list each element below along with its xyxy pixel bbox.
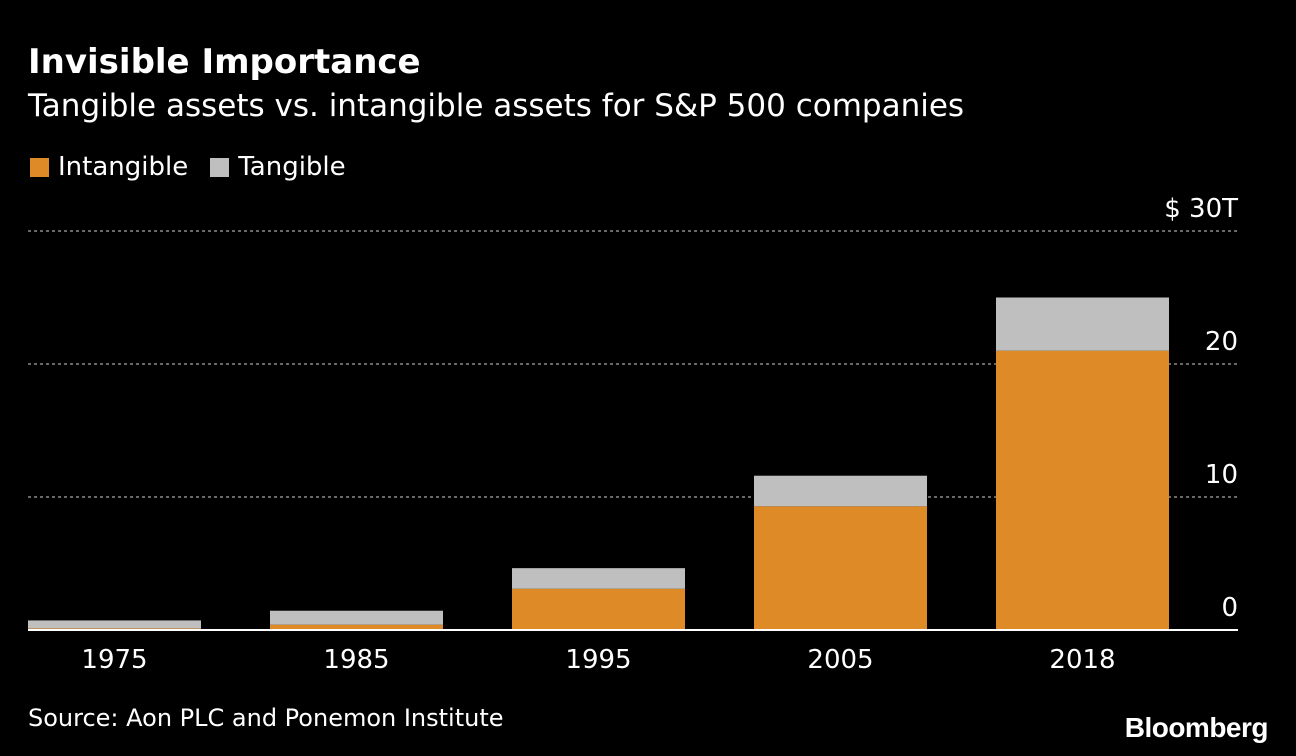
bar-intangible-2005 [754,506,927,630]
stacked-bar-chart: 0 10 20 $ 30T 1975 1985 1995 2005 2018 [28,194,1238,675]
bar-tangible-2005 [754,475,927,507]
bar-intangible-2018 [996,350,1169,630]
bloomberg-logo: Bloomberg [1124,712,1269,743]
chart-subtitle: Tangible assets vs. intangible assets fo… [28,88,965,124]
legend-item-intangible: Intangible [30,152,188,182]
x-tick-label: 1985 [323,645,389,675]
x-tick-label: 1995 [565,645,631,675]
legend-label-tangible: Tangible [238,152,346,182]
y-tick-label: 20 [1205,327,1238,357]
y-tick-label: 0 [1221,593,1238,623]
x-tick-label: 2018 [1049,645,1115,675]
bar-intangible-1995 [512,588,685,630]
legend-label-intangible: Intangible [58,152,189,182]
bar-tangible-1985 [270,610,443,625]
bar-tangible-2018 [996,297,1169,351]
y-tick-label: 10 [1205,460,1238,490]
bar-intangible-1985 [270,624,443,630]
legend-swatch-tangible [210,157,230,177]
source-note: Source: Aon PLC and Ponemon Institute [28,704,504,732]
legend: Intangible Tangible [30,152,368,182]
bar-tangible-1995 [512,568,685,589]
legend-item-tangible: Tangible [210,152,346,182]
bar-tangible-1975 [28,620,201,629]
y-tick-label: $ 30T [1164,194,1238,224]
chart-title: Invisible Importance [28,42,421,82]
x-tick-label: 2005 [807,645,873,675]
legend-swatch-intangible [30,157,49,177]
x-tick-label: 1975 [81,645,147,675]
